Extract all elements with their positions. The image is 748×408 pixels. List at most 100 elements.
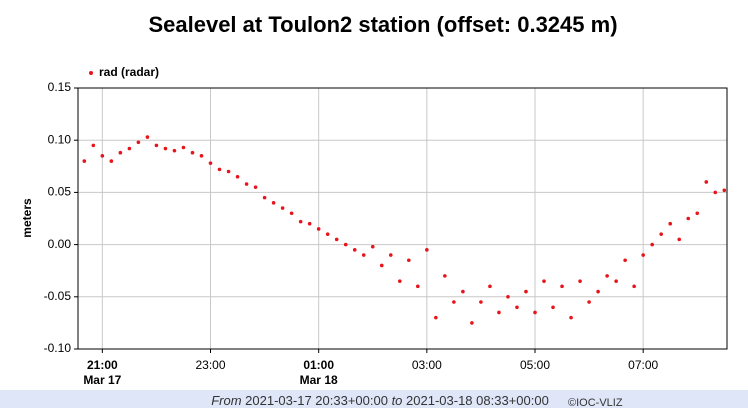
data-point <box>488 284 492 289</box>
y-tick-label: -0.10 <box>44 341 72 355</box>
data-point <box>298 219 303 224</box>
data-point <box>470 321 474 325</box>
y-tick-label: 0.00 <box>48 237 72 251</box>
data-point <box>587 300 591 304</box>
data-point <box>605 274 609 278</box>
data-point <box>325 232 330 236</box>
footer-credit: ©IOC-VLIZ <box>568 397 623 408</box>
y-tick-label: 0.15 <box>48 80 72 94</box>
chart-title: Sealevel at Toulon2 station (offset: 0.3… <box>148 12 617 37</box>
data-point <box>316 227 321 231</box>
data-point <box>136 140 141 145</box>
data-point <box>145 135 150 139</box>
data-point <box>217 167 222 172</box>
data-point <box>668 221 673 226</box>
data-point <box>127 146 132 151</box>
data-point <box>596 289 600 294</box>
data-point <box>334 237 339 242</box>
data-point <box>713 190 718 195</box>
footer-from: From <box>211 393 242 408</box>
x-tick-label: 05:00 <box>520 358 550 372</box>
data-point <box>695 211 700 216</box>
footer-range: From 2021-03-17 20:33+00:00 to 2021-03-1… <box>211 393 549 408</box>
data-point <box>461 289 465 294</box>
data-point <box>722 188 727 193</box>
data-point <box>235 174 240 179</box>
data-point <box>361 253 366 257</box>
data-point <box>262 195 267 200</box>
data-point <box>551 305 555 310</box>
data-point <box>560 284 564 289</box>
plot-frame <box>77 87 728 350</box>
x-tick-label: 01:00 <box>303 358 334 372</box>
legend-marker <box>89 71 93 75</box>
data-point <box>614 279 618 283</box>
data-point <box>352 248 357 252</box>
data-point <box>397 279 402 283</box>
data-point <box>91 143 96 148</box>
data-point <box>370 244 375 249</box>
data-point <box>659 232 663 236</box>
data-point <box>226 169 231 174</box>
data-point <box>244 182 249 186</box>
data-point <box>533 310 537 315</box>
legend-label: rad (radar) <box>99 65 159 79</box>
data-point <box>388 253 393 257</box>
data-point <box>515 305 519 310</box>
data-point <box>199 154 204 158</box>
x-tick-date: Mar 18 <box>300 373 338 387</box>
data-point <box>578 279 582 283</box>
data-point <box>100 154 105 158</box>
data-point <box>650 242 654 247</box>
footer-to: to <box>392 393 403 408</box>
data-point <box>181 145 186 150</box>
x-tick-label: 03:00 <box>412 358 442 372</box>
data-point <box>506 295 510 299</box>
data-point <box>434 315 438 320</box>
data-point <box>118 150 123 155</box>
y-tick-label: 0.05 <box>48 185 72 199</box>
data-point <box>289 211 294 216</box>
footer-start: 2021-03-17 20:33+00:00 <box>245 393 388 408</box>
data-point <box>172 148 177 153</box>
data-point <box>307 221 312 226</box>
data-point <box>407 258 411 263</box>
data-point <box>704 180 709 184</box>
data-point <box>82 159 87 163</box>
x-tick-label: 21:00 <box>87 358 118 372</box>
data-point <box>109 159 114 163</box>
data-point <box>443 274 447 278</box>
footer-end: 2021-03-18 08:33+00:00 <box>406 393 549 408</box>
footer-band <box>0 390 748 408</box>
data-point <box>524 289 528 294</box>
data-point <box>163 146 168 151</box>
data-point <box>623 258 627 263</box>
x-tick-label: 23:00 <box>195 358 225 372</box>
y-axis-label: meters <box>20 198 34 238</box>
data-point <box>154 143 159 148</box>
x-tick-label: 07:00 <box>628 358 658 372</box>
data-point <box>425 248 429 252</box>
plot-area <box>78 88 727 349</box>
data-point <box>677 237 682 242</box>
y-tick-label: 0.10 <box>48 132 72 146</box>
data-point <box>497 310 501 315</box>
data-point <box>379 263 384 268</box>
data-point <box>343 242 348 247</box>
data-point <box>479 300 483 304</box>
data-point <box>452 300 456 304</box>
data-point <box>253 185 258 189</box>
y-tick-label: -0.05 <box>44 289 72 303</box>
data-point <box>280 206 285 210</box>
data-point <box>542 279 546 283</box>
data-point <box>686 216 691 221</box>
data-point <box>208 161 213 165</box>
data-point <box>569 315 573 320</box>
x-tick-date: Mar 17 <box>83 373 121 387</box>
data-point <box>641 253 645 257</box>
data-point <box>632 284 636 289</box>
data-point <box>271 201 276 205</box>
data-point <box>416 284 420 289</box>
data-point <box>190 150 195 155</box>
